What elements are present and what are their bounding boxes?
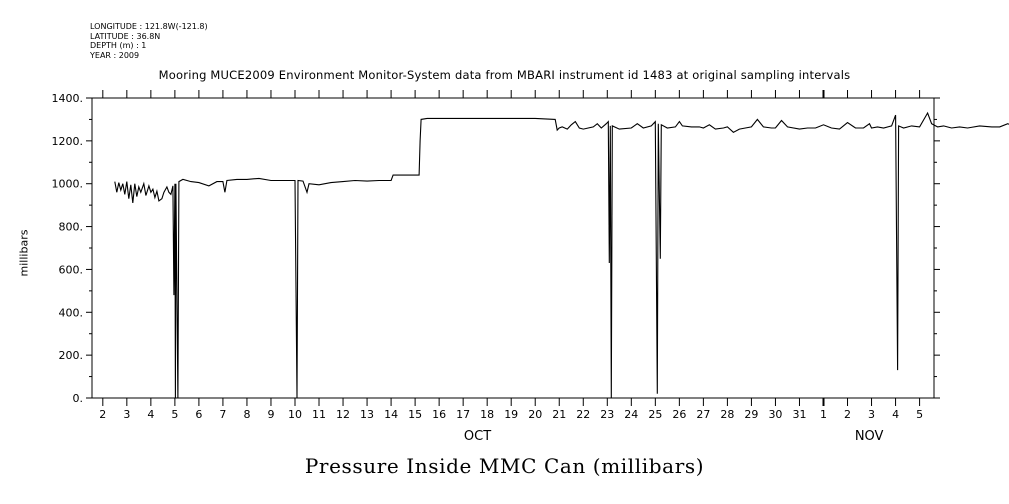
x-tick-label: 6	[195, 408, 202, 421]
x-tick-label: 29	[744, 408, 758, 421]
x-tick-label: 7	[219, 408, 226, 421]
x-axis: 2 3 4 5 6 7 8 9 10 11 12 13 14 15 16 17 18 19 20 21 22 23 24 25…	[99, 90, 923, 444]
longitude-text: LONGITUDE : 121.8W(-121.8)	[90, 22, 208, 31]
plot-frame	[91, 97, 935, 399]
x-tick-label: 19	[504, 408, 518, 421]
y-tick-label: 200.	[59, 349, 84, 362]
x-tick-label: 12	[336, 408, 350, 421]
location-metadata: LONGITUDE : 121.8W(-121.8) LATITUDE : 36…	[90, 22, 208, 60]
x-tick-label: 2	[99, 408, 106, 421]
chart-title: Mooring MUCE2009 Environment Monitor-Sys…	[158, 68, 851, 82]
month-label: OCT	[464, 429, 491, 444]
x-tick-label: 17	[456, 408, 470, 421]
x-tick-label: 1	[820, 408, 827, 421]
series-group	[114, 111, 1009, 399]
x-tick-label: 30	[768, 408, 782, 421]
y-tick-label: 800.	[59, 221, 84, 234]
x-tick-label: 3	[123, 408, 130, 421]
month-label: NOV	[855, 429, 884, 444]
x-tick-label: 22	[576, 408, 590, 421]
x-tick-label: 28	[720, 408, 734, 421]
x-tick-label: 13	[360, 408, 374, 421]
x-tick-label: 20	[528, 408, 542, 421]
x-tick-label: 5	[916, 408, 923, 421]
y-tick-label: 1400.	[52, 92, 84, 105]
x-tick-label: 4	[892, 408, 899, 421]
x-tick-label: 2	[844, 408, 851, 421]
x-tick-label: 4	[147, 408, 154, 421]
y-tick-label: 0.	[73, 392, 84, 405]
x-tick-label: 21	[552, 408, 566, 421]
depth-text: DEPTH (m) : 1	[90, 41, 147, 50]
x-tick-label: 25	[648, 408, 662, 421]
y-tick-label: 600.	[59, 263, 84, 276]
x-axis-title: Pressure Inside MMC Can (millibars)	[304, 454, 705, 478]
series-line	[114, 111, 1009, 399]
x-tick-label: 3	[868, 408, 875, 421]
x-tick-label: 24	[624, 408, 638, 421]
x-tick-label: 10	[288, 408, 302, 421]
x-tick-label: 5	[171, 408, 178, 421]
y-axis: 0. 200. 400. 600. 800. 1000. 1200. 1400.	[52, 92, 940, 405]
y-tick-label: 1000.	[52, 178, 84, 191]
y-tick-label: 1200.	[52, 135, 84, 148]
x-tick-label: 16	[432, 408, 446, 421]
x-tick-label: 27	[696, 408, 710, 421]
x-tick-label: 9	[267, 408, 274, 421]
y-tick-label: 400.	[59, 306, 84, 319]
x-tick-label: 14	[384, 408, 398, 421]
x-tick-label: 26	[672, 408, 686, 421]
x-tick-label: 15	[408, 408, 422, 421]
x-tick-label: 23	[600, 408, 614, 421]
latitude-text: LATITUDE : 36.8N	[90, 31, 161, 41]
x-tick-label: 31	[792, 408, 806, 421]
x-tick-label: 8	[243, 408, 250, 421]
year-text: YEAR : 2009	[90, 50, 140, 60]
x-tick-label: 11	[312, 408, 326, 421]
x-tick-label: 18	[480, 408, 494, 421]
